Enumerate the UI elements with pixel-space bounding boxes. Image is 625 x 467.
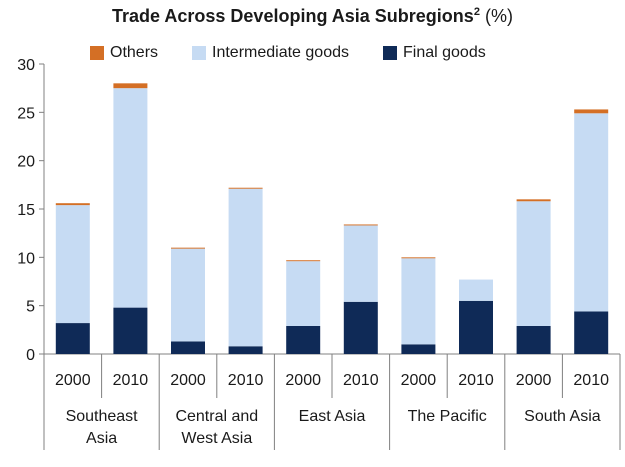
x-tick-label: 2010 — [343, 372, 379, 389]
group-label: Southeast — [66, 408, 139, 425]
bar-segment — [516, 201, 551, 326]
x-tick-label: 2010 — [458, 372, 494, 389]
bar-segment — [286, 325, 321, 354]
bar-segment — [286, 260, 321, 262]
chart-title-superscript: 2 — [473, 6, 480, 18]
legend-label: Intermediate goods — [212, 44, 349, 61]
bar-segment — [55, 323, 90, 354]
y-tick-label: 25 — [17, 105, 35, 122]
bar-segment — [343, 225, 378, 302]
bar-segment — [516, 325, 551, 354]
y-tick-label: 10 — [17, 250, 35, 267]
y-tick-label: 5 — [26, 299, 35, 316]
x-tick-label: 2000 — [516, 372, 552, 389]
y-tick-label: 30 — [17, 57, 35, 74]
legend-item: Final goods — [383, 44, 486, 62]
bar-segment — [516, 199, 551, 202]
legend-label: Final goods — [403, 44, 486, 61]
y-tick-label: 20 — [17, 154, 35, 171]
x-tick-label: 2000 — [55, 372, 91, 389]
group-label: Asia — [86, 430, 117, 447]
legend: Others Intermediate goods Final goods — [90, 44, 486, 62]
x-tick-label: 2000 — [401, 372, 437, 389]
bar-segment — [228, 187, 263, 189]
group-label: Central and — [175, 408, 258, 425]
bar-segment — [343, 301, 378, 354]
x-tick-label: 2010 — [228, 372, 264, 389]
bar-segment — [574, 109, 609, 114]
bar-segment — [113, 83, 148, 89]
bar-segment — [401, 257, 436, 259]
bar-segment — [401, 258, 436, 345]
bar-segment — [113, 88, 148, 308]
bar-segment — [171, 247, 205, 249]
group-label: West Asia — [181, 430, 252, 447]
chart-unit: (%) — [484, 6, 513, 26]
bar-segment — [171, 248, 205, 342]
bar-segment — [574, 113, 609, 312]
group-label: East Asia — [299, 408, 366, 425]
y-tick-label: 15 — [17, 202, 35, 219]
x-tick-label: 2010 — [113, 372, 149, 389]
group-label: South Asia — [524, 408, 601, 425]
legend-item: Intermediate goods — [192, 44, 349, 62]
chart-title-text: Trade Across Developing Asia Subregions — [112, 6, 474, 26]
bar-segment — [55, 203, 90, 206]
bar-segment — [574, 311, 609, 354]
bar-segment — [459, 300, 493, 354]
group-label: The Pacific — [408, 408, 487, 425]
bar-segment — [228, 188, 263, 347]
bar-segment — [228, 346, 263, 354]
x-tick-label: 2010 — [573, 372, 609, 389]
legend-swatch — [192, 46, 207, 60]
bar-segment — [343, 224, 378, 226]
legend-item: Others — [90, 44, 158, 62]
x-tick-label: 2000 — [285, 372, 321, 389]
bar-segment — [286, 261, 321, 326]
y-tick-label: 0 — [26, 347, 35, 364]
legend-label: Others — [110, 44, 159, 61]
legend-swatch — [383, 46, 397, 60]
x-tick-label: 2000 — [170, 372, 206, 389]
bar-segment — [55, 205, 90, 324]
legend-swatch — [90, 46, 104, 60]
bar-segment — [113, 307, 148, 354]
bar-segment — [459, 279, 493, 301]
bar-segment — [401, 344, 436, 354]
chart-title: Trade Across Developing Asia Subregions2… — [0, 6, 625, 27]
bar-segment — [171, 341, 205, 354]
